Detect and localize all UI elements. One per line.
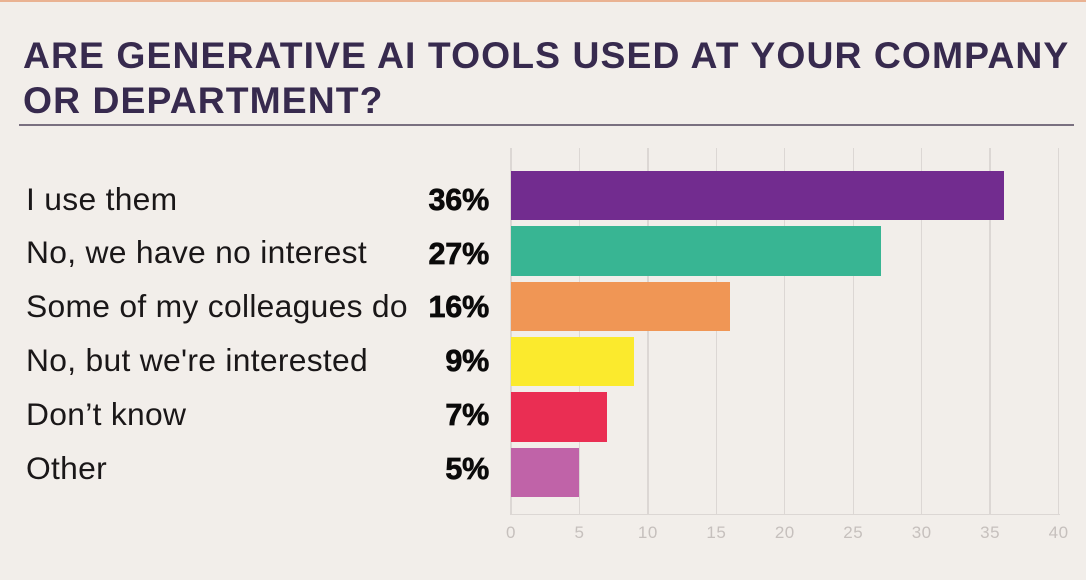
category-label: No, but we're interested [26,342,369,379]
value-label: 16% [428,290,489,325]
x-tick-label: 35 [980,522,1001,542]
x-tick-label: 30 [911,522,932,542]
category-label: Don’t know [26,396,187,433]
x-tick-label: 0 [506,522,516,542]
bar-no-we-have-no-interest [511,226,881,276]
gridline [1057,148,1060,515]
gridline [852,148,854,515]
value-label: 36% [428,182,489,217]
title-divider [19,123,1074,126]
value-label: 9% [445,344,490,379]
gridline [921,148,923,515]
gridline [989,148,991,515]
gridline [784,148,786,515]
bar-other [511,447,580,498]
top-accent-strip [0,0,1086,2]
gridline [715,148,718,515]
x-tick-label: 20 [774,522,795,542]
x-tick-label: 25 [843,522,864,542]
category-label: I use them [26,180,178,217]
page-title: ARE GENERATIVE AI TOOLS USED AT YOUR COM… [23,33,1069,121]
x-tick-label: 5 [574,522,585,542]
value-label: 5% [445,452,490,487]
gridline [510,148,512,515]
x-axis-line [511,514,1060,516]
bar-some-of-my-colleagues-do [511,281,731,332]
x-tick-label: 40 [1048,522,1069,542]
x-tick-label: 15 [706,522,727,542]
category-label: No, we have no interest [26,234,367,271]
gridline [647,148,649,515]
bar-i-use-them [511,171,1004,221]
bar-no-but-were-interested [511,337,635,387]
category-label: Some of my colleagues do [26,288,408,325]
category-label: Other [26,449,108,486]
bar-dont-know [511,392,607,442]
value-label: 27% [428,236,489,271]
gridline [578,148,581,515]
value-label: 7% [445,398,490,433]
x-tick-label: 10 [637,522,658,542]
